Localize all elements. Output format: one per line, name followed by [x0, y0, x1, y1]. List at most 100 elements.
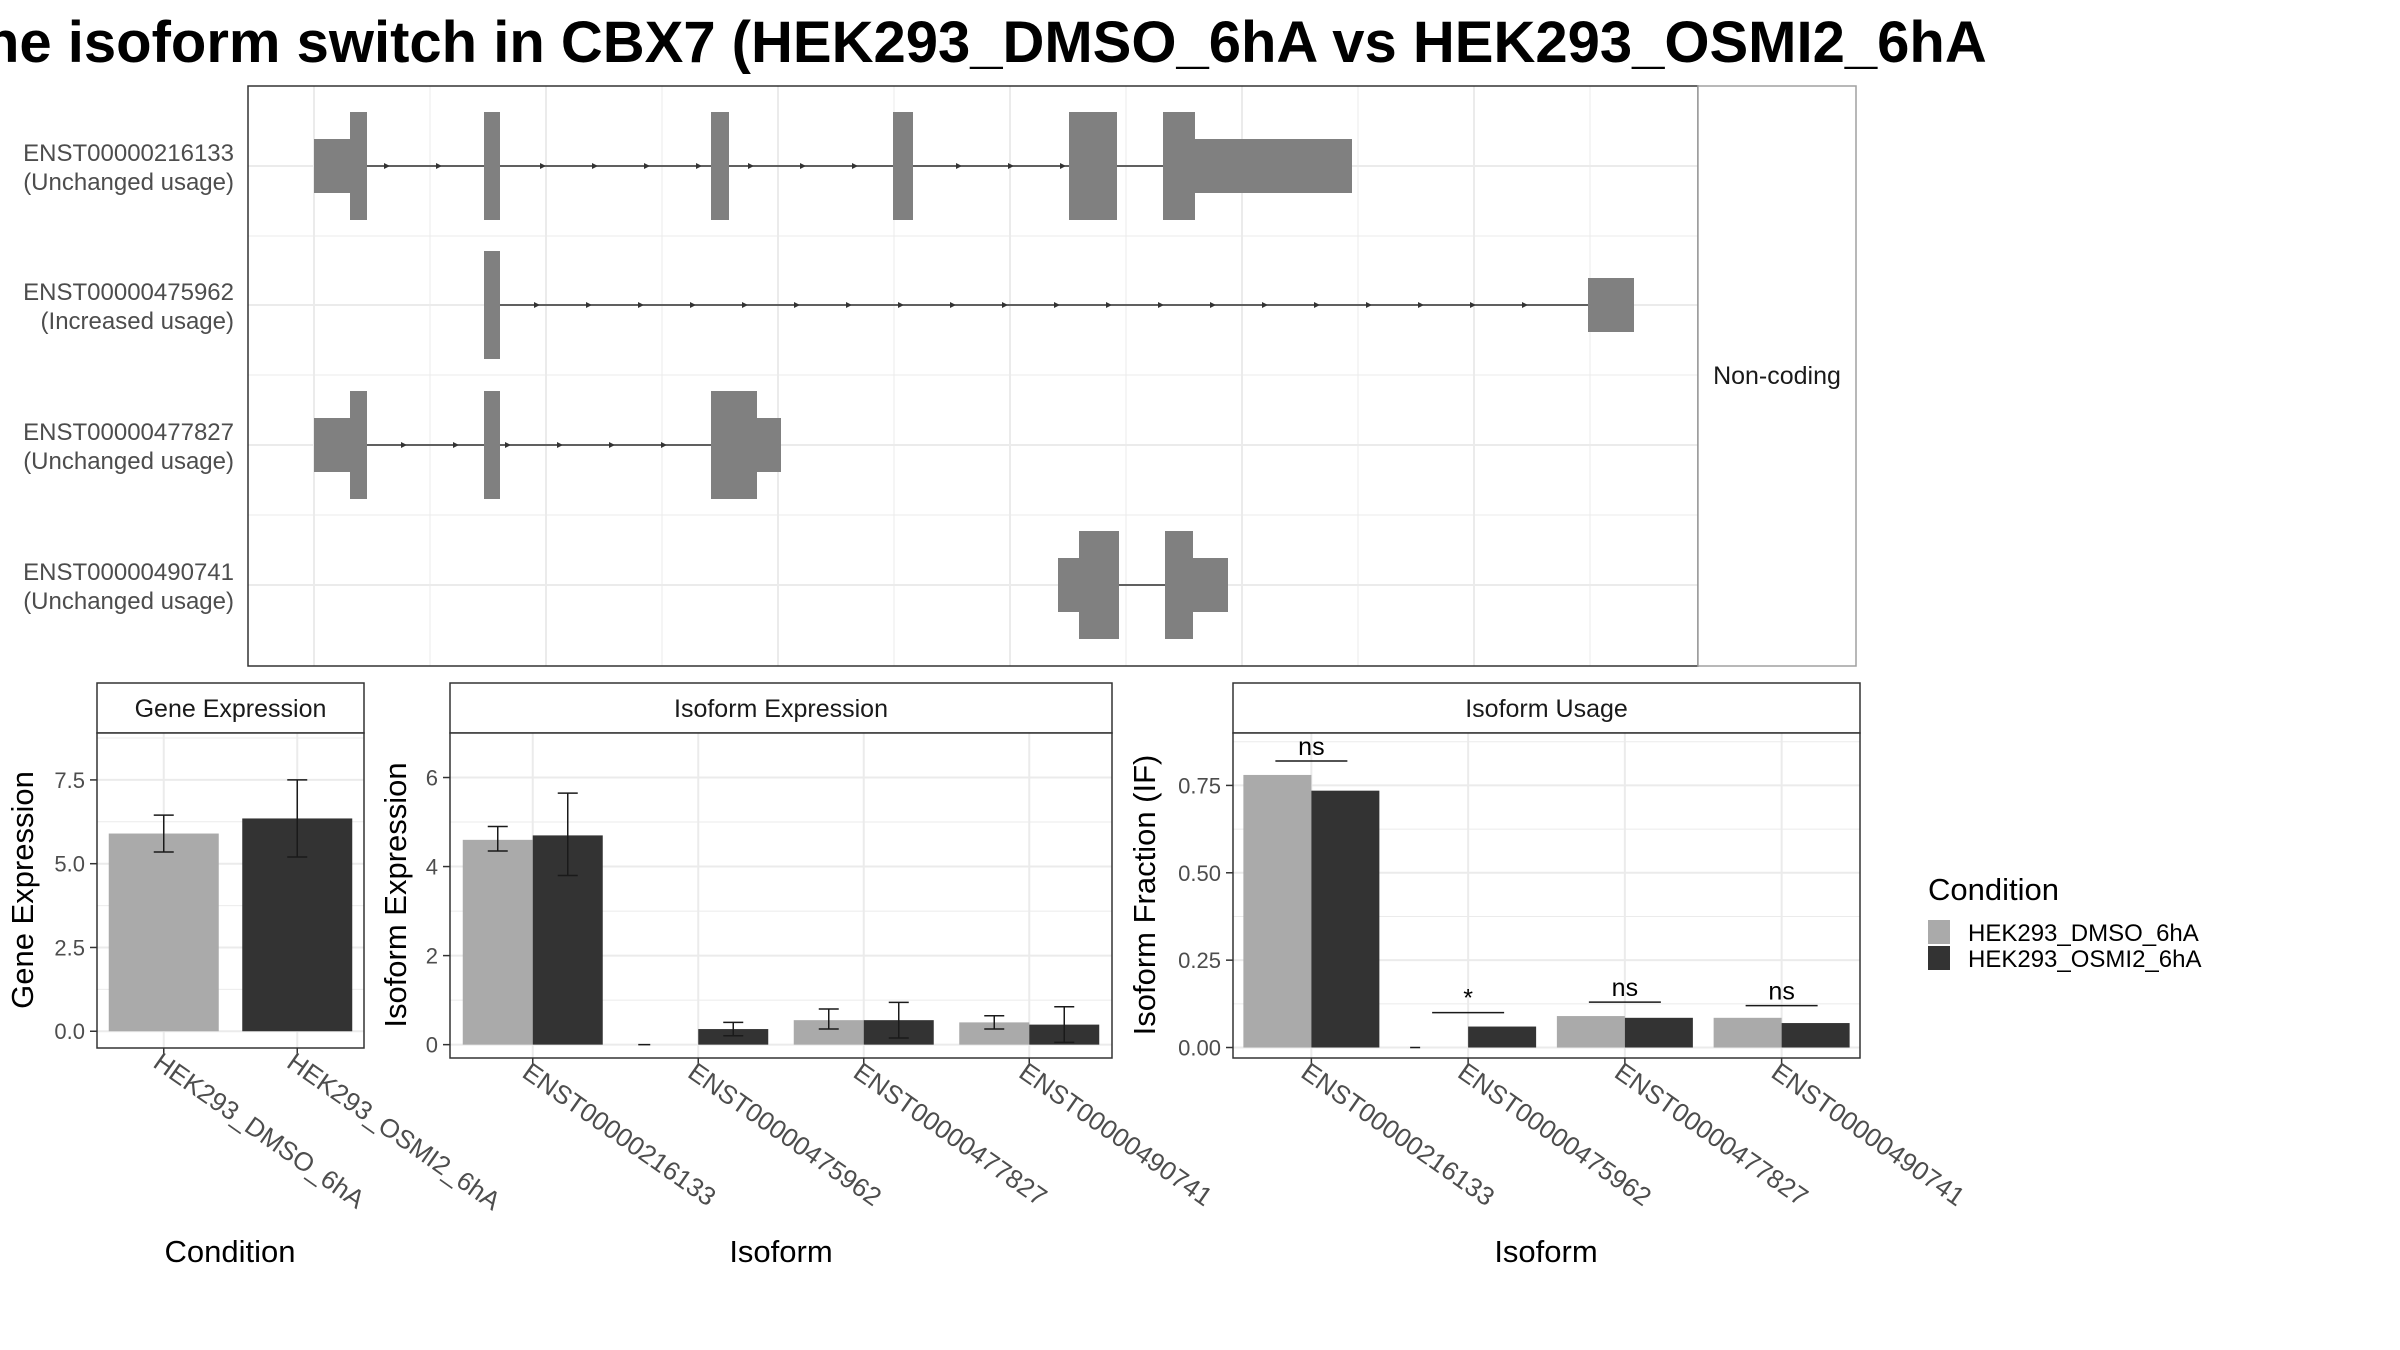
y-tick-label: 2.5 — [54, 935, 85, 960]
bar — [1468, 1026, 1537, 1048]
utr-exon — [314, 418, 350, 472]
isoform-usage-ylabel: Isoform Fraction (IF) — [1127, 755, 1162, 1036]
isoform-expression-panel: Isoform Expression 0246ENST00000216133EN… — [378, 682, 1218, 1269]
intron-arrow — [453, 442, 459, 448]
intron-arrow — [956, 163, 962, 169]
bar — [698, 1029, 769, 1045]
transcript-id: ENST00000477827 — [23, 419, 234, 446]
y-tick-label: 0.0 — [54, 1019, 85, 1044]
y-tick-label: 0.25 — [1178, 948, 1221, 973]
facet-label-non-coding: Non-coding — [1713, 362, 1841, 390]
legend-label-osmi2: HEK293_OSMI2_6hA — [1968, 946, 2201, 973]
transcript-status: (Unchanged usage) — [23, 169, 234, 196]
cds-exon — [1079, 531, 1119, 639]
legend: Condition HEK293_DMSO_6hA HEK293_OSMI2_6… — [1928, 872, 2201, 973]
transcript-status: (Increased usage) — [41, 308, 234, 335]
transcript-label-1: ENST00000475962 (Increased usage) — [23, 279, 234, 335]
intron-arrow — [661, 442, 667, 448]
cds-exon — [1165, 531, 1193, 639]
y-tick-label: 2 — [426, 944, 438, 969]
significance-label: ns — [1298, 733, 1324, 761]
transcript-status: (Unchanged usage) — [23, 588, 234, 615]
transcript-structure-ENST00000477827 — [314, 391, 781, 499]
y-tick-label: 0.75 — [1178, 773, 1221, 798]
intron-arrow — [696, 163, 702, 169]
intron-arrow — [1158, 302, 1164, 308]
y-tick-label: 4 — [426, 855, 438, 880]
intron-arrow — [505, 442, 511, 448]
intron-arrow — [852, 163, 858, 169]
gene-expression-strip-label: Gene Expression — [135, 695, 327, 723]
intron-arrow — [384, 163, 390, 169]
intron-arrow — [950, 302, 956, 308]
intron-arrow — [1054, 302, 1060, 308]
isoform-expression-strip-label: Isoform Expression — [674, 695, 888, 723]
intron-arrow — [1314, 302, 1320, 308]
intron-arrow — [794, 302, 800, 308]
intron-arrow — [592, 163, 598, 169]
bar — [1624, 1017, 1693, 1048]
bar — [1781, 1023, 1850, 1048]
intron-arrow — [742, 302, 748, 308]
intron-arrow — [401, 442, 407, 448]
transcript-id: ENST00000216133 — [23, 140, 234, 167]
cds-exon — [484, 251, 500, 359]
isoform-usage-xlabel: Isoform — [1494, 1234, 1597, 1269]
intron-arrow — [609, 442, 615, 448]
bar — [462, 839, 533, 1045]
gene-expression-strip — [96, 682, 365, 734]
structure-panel: Non-coding ENST00000216133 (Unchanged us… — [23, 85, 1857, 667]
intron-arrow — [644, 163, 650, 169]
intron-arrow — [690, 302, 696, 308]
bar — [1311, 790, 1380, 1048]
intron-arrow — [846, 302, 852, 308]
intron-arrow — [436, 163, 442, 169]
intron-arrow — [1418, 302, 1424, 308]
transcript-label-0: ENST00000216133 (Unchanged usage) — [23, 140, 234, 196]
structure-panel-bg — [248, 86, 1698, 666]
cds-exon — [350, 391, 367, 499]
intron-arrow — [638, 302, 644, 308]
utr-exon — [757, 418, 781, 472]
legend-swatch-dmso — [1928, 920, 1950, 944]
significance-label: ns — [1612, 974, 1638, 1002]
gene-expression-border — [96, 732, 365, 1049]
transcript-structure-ENST00000475962 — [484, 251, 1634, 359]
gene-expression-bars — [108, 779, 353, 1032]
utr-exon — [1195, 139, 1352, 193]
intron-arrow — [1470, 302, 1476, 308]
isoform-usage-border — [1232, 732, 1861, 1059]
transcript-structure-ENST00000490741 — [1058, 531, 1228, 639]
x-tick-label: HEK293_OSMI2_6hA — [282, 1046, 507, 1216]
transcript-label-2: ENST00000477827 (Unchanged usage) — [23, 419, 234, 475]
x-tick-label: HEK293_DMSO_6hA — [148, 1046, 371, 1214]
isoform-expression-border — [449, 732, 1113, 1059]
legend-title: Condition — [1928, 872, 2059, 907]
legend-label-dmso: HEK293_DMSO_6hA — [1968, 920, 2199, 947]
transcript-structure-ENST00000216133 — [314, 112, 1352, 220]
cds-exon — [893, 112, 913, 220]
intron-arrow — [748, 163, 754, 169]
intron-arrow — [1002, 302, 1008, 308]
cds-exon — [1163, 112, 1195, 220]
intron-arrow — [557, 442, 563, 448]
bar — [1556, 1016, 1625, 1048]
chart-title: he isoform switch in CBX7 (HEK293_DMSO_6… — [0, 10, 1987, 75]
transcript-id: ENST00000475962 — [23, 279, 234, 306]
intron-arrow — [1008, 163, 1014, 169]
intron-arrow — [1106, 302, 1112, 308]
y-tick-label: 5.0 — [54, 852, 85, 877]
utr-exon — [314, 139, 350, 193]
bar — [1243, 774, 1312, 1048]
cds-exon — [1069, 112, 1117, 220]
intron-arrow — [540, 163, 546, 169]
cds-exon — [484, 112, 500, 220]
intron-arrow — [1060, 163, 1066, 169]
y-tick-label: 7.5 — [54, 768, 85, 793]
cds-exon — [711, 391, 757, 499]
transcript-id: ENST00000490741 — [23, 559, 234, 586]
significance-label: * — [1463, 985, 1473, 1013]
y-tick-label: 6 — [426, 766, 438, 791]
utr-exon — [1058, 558, 1079, 612]
